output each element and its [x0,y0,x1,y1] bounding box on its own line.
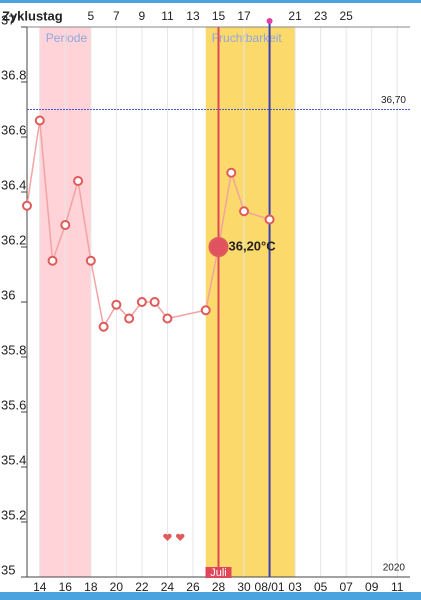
x-tick-label: 22 [135,580,149,594]
x-tick-label: 18 [84,580,98,594]
x-tick-label: 28 [212,580,226,594]
marker-dot [266,18,273,24]
data-point [124,313,135,324]
today-label-bg [205,567,232,578]
cycle-tick-label: 15 [212,9,226,23]
data-point [73,176,84,186]
x-tick-label: 11 [391,580,404,594]
y-tick-label: 36.4 [1,177,26,192]
today-label: Juli [210,567,227,579]
data-point [136,297,147,307]
x-tick-label: 16 [59,580,73,594]
year: 2020 [383,563,406,574]
band-label: Fruchtbarkeit [212,31,283,45]
bottom-bar [0,592,421,600]
heart [175,533,185,541]
cycle-tick-label: 5 [87,9,94,23]
cycle-tick-label: 25 [339,9,353,23]
top-label-bg [0,8,58,26]
y-tick-label: 36 [1,287,15,302]
x-tick-label: 30 [237,580,251,594]
x-tick-label: 05 [314,580,328,594]
data-point [264,214,275,225]
x-tick-label: 20 [110,580,124,594]
data-point [98,321,109,332]
cycle-tick-label: 21 [288,9,302,23]
x-tick-label: 14 [33,580,47,594]
data-point [60,220,71,230]
y-tick-label: 36.6 [1,122,26,137]
x-tick-label: 24 [161,580,175,594]
cycle-tick-label: 11 [161,9,174,23]
x-tick-label: 09 [365,580,379,594]
data-point [149,297,160,307]
cycle-tick-label: 7 [113,9,120,23]
band [205,27,296,577]
cycle-tick-label: 23 [314,9,328,23]
data-point [239,206,250,217]
x-tick-label: 26 [186,580,200,594]
data-point [200,305,211,316]
x-tick-label: 07 [339,580,353,594]
heart [163,533,172,541]
cycle-tick-label: 9 [139,9,146,23]
y-tick-label: 35.8 [1,342,26,357]
y-tick-label: 35.6 [1,397,26,412]
data-point [208,237,229,257]
reference-label: 36,70 [381,95,406,106]
y-tick-label: 35.4 [1,452,26,467]
data-point [111,299,122,310]
x-tick-label: 03 [288,580,302,594]
y-tick-label: 35 [1,562,15,577]
data-point [22,200,32,211]
band-label: Periode [46,31,88,45]
cycle-tick-label: 13 [186,9,200,23]
y-tick-label: 36.8 [1,67,26,82]
data-point [162,313,173,324]
top-label: Zyklustag [2,8,63,23]
value-label: 36,20°C [229,238,277,253]
x-tick-label: 08/01 [255,580,285,594]
top-bar [0,0,421,3]
data-point [226,167,237,178]
cycle-tick-label: 17 [237,9,251,23]
y-tick-label: 36.2 [1,232,26,247]
y-tick-label: 35.2 [1,507,26,522]
data-point [47,255,58,266]
data-point [85,255,96,266]
y-tick-label: 37 [1,12,15,27]
data-point [34,115,45,126]
